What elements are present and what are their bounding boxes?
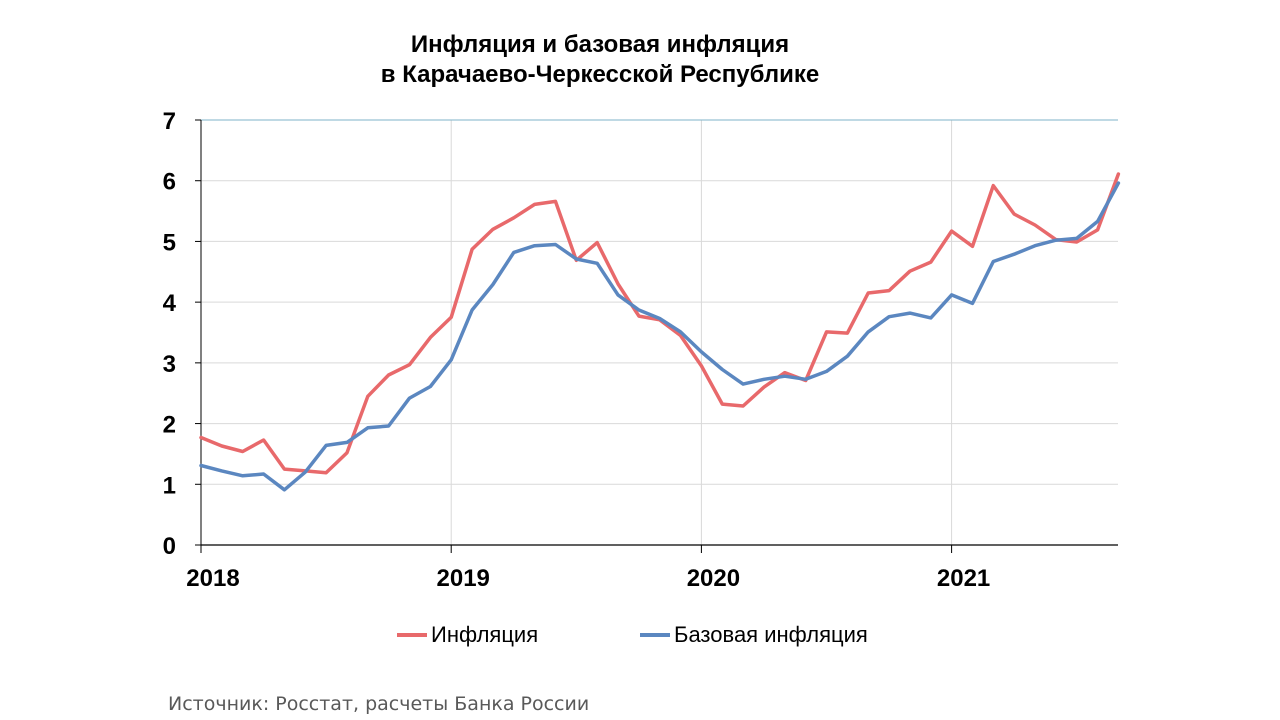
inflation-line xyxy=(199,172,1121,475)
axes xyxy=(195,119,1118,553)
chart-title-line-1: Инфляция и базовая инфляция xyxy=(410,31,790,58)
legend-swatch-core-inflation xyxy=(640,633,670,637)
x-tick-label: 2019 xyxy=(437,565,490,592)
tick-labels: 0 1 2 3 4 5 6 7 2018 2019 2020 2021 xyxy=(163,108,991,592)
x-tick-label: 2020 xyxy=(687,565,740,592)
grid xyxy=(201,119,1118,545)
core-inflation-line xyxy=(199,181,1121,492)
legend: Инфляция Базовая инфляция xyxy=(0,622,1280,652)
y-tick-label: 0 xyxy=(163,533,176,560)
legend-label-core-inflation: Базовая инфляция xyxy=(674,622,868,647)
x-tick-label: 2018 xyxy=(186,565,239,592)
y-tick-label: 5 xyxy=(163,229,176,256)
legend-item-inflation: Инфляция xyxy=(397,622,538,648)
series xyxy=(199,172,1121,492)
y-tick-label: 6 xyxy=(163,169,176,196)
y-tick-label: 3 xyxy=(163,351,176,378)
chart-title: Инфляция и базовая инфляция в Карачаево-… xyxy=(300,30,900,90)
x-tick-label: 2021 xyxy=(937,565,990,592)
source-note: Источник: Росстат, расчеты Банка России xyxy=(168,693,590,715)
y-tick-label: 2 xyxy=(163,412,176,439)
legend-swatch-inflation xyxy=(397,633,427,637)
legend-label-inflation: Инфляция xyxy=(431,622,539,647)
legend-item-core-inflation: Базовая инфляция xyxy=(640,622,868,648)
y-tick-label: 4 xyxy=(163,290,177,317)
chart-title-line-2: в Карачаево-Черкесской Республике xyxy=(380,61,820,88)
y-tick-label: 1 xyxy=(163,472,176,499)
y-tick-label: 7 xyxy=(163,108,176,135)
